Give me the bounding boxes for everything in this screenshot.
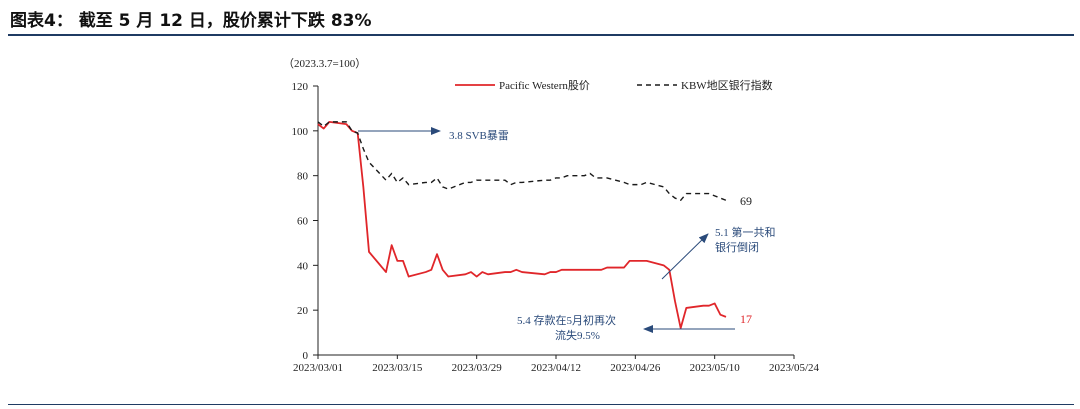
figure-header: 图表4： 截至 5 月 12 日，股价累计下跌 83%	[0, 0, 1080, 36]
end-label-pacific-western: 17	[740, 312, 752, 326]
x-tick-label: 2023/03/15	[372, 362, 423, 374]
x-axis: 2023/03/01 2023/03/15 2023/03/29 2023/04/12…	[293, 355, 820, 374]
x-tick-label: 2023/03/01	[293, 362, 343, 374]
y-tick-label: 0	[303, 350, 309, 362]
x-tick-label: 2023/05/24	[769, 362, 820, 374]
annotation-deposit-line2: 流失9.5%	[555, 328, 600, 342]
figure-title: 图表4： 截至 5 月 12 日，股价累计下跌 83%	[10, 11, 372, 31]
y-tick-label: 120	[292, 81, 309, 93]
series-line-kbw	[317, 121, 727, 202]
y-tick-label: 40	[297, 260, 309, 272]
series-line-pacific-western	[317, 120, 727, 329]
y-tick-label: 60	[297, 216, 309, 228]
legend-label-kbw: KBW地区银行指数	[681, 78, 773, 92]
annotation-arrow-first-republic	[661, 233, 709, 280]
y-tick-label: 20	[297, 305, 309, 317]
annotations: 3.8 SVB暴雷 5.1 第一共和 银行倒闭 5.4 存款在5月初再次 流失9…	[358, 127, 776, 342]
annotation-first-republic-line2: 银行倒闭	[715, 240, 759, 254]
y-tick-label: 80	[297, 171, 309, 183]
series-layer	[317, 120, 727, 329]
y-axis: 0 20 40 60 80 100 120	[292, 81, 318, 362]
x-tick-label: 2023/03/29	[452, 362, 503, 374]
bottom-rule	[8, 404, 1074, 405]
end-label-kbw: 69	[740, 194, 752, 208]
legend-label-pacific-western: Pacific Western股价	[499, 79, 590, 92]
annotation-svb: 3.8 SVB暴雷	[449, 129, 509, 142]
unit-note: （2023.3.7=100）	[283, 57, 366, 70]
x-tick-label: 2023/04/12	[531, 362, 581, 374]
y-tick-label: 100	[292, 126, 309, 138]
x-tick-label: 2023/05/10	[690, 362, 741, 374]
top-rule	[8, 34, 1074, 36]
x-tick-label: 2023/04/26	[610, 362, 661, 374]
annotation-deposit-line1: 5.4 存款在5月初再次	[517, 313, 616, 327]
annotation-first-republic-line1: 5.1 第一共和	[715, 225, 776, 239]
legend: Pacific Western股价 KBW地区银行指数	[455, 78, 773, 92]
